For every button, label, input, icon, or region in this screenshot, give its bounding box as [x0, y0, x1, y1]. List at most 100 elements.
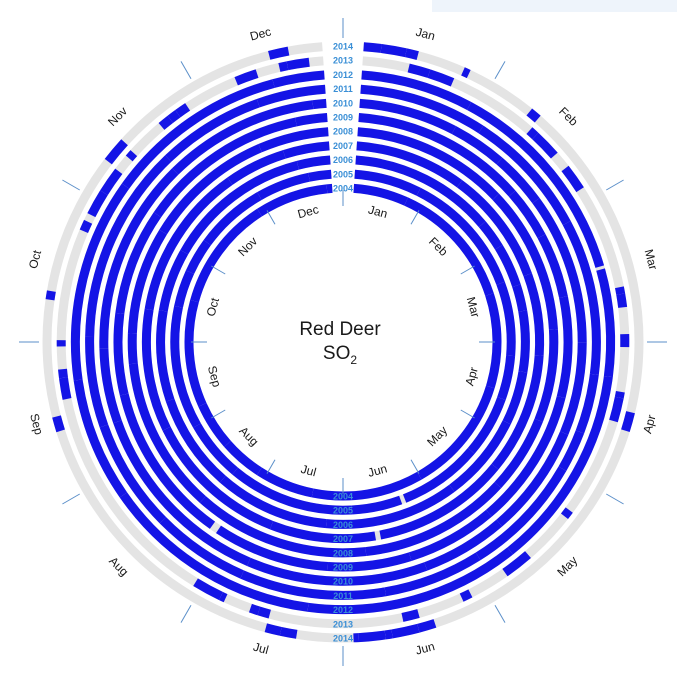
- data-segment-2006-6: [449, 420, 511, 492]
- data-segment-2005-1: [416, 187, 505, 285]
- inner-month-tick-7: [266, 459, 276, 474]
- data-segment-2012-7: [70, 183, 130, 381]
- data-segment-2013-24: [125, 150, 138, 162]
- data-segment-2013-4: [561, 165, 584, 193]
- year-label-bottom-2005: 2005: [333, 506, 353, 516]
- year-label-top-2007: 2007: [333, 141, 353, 151]
- data-segment-2010-10: [99, 168, 179, 349]
- data-segment-2005-9: [170, 305, 201, 428]
- data-segment-2014-9: [358, 630, 386, 643]
- outer-month-tick-2: [606, 179, 624, 191]
- data-segment-2005-5: [402, 447, 475, 503]
- inner-month-label-feb: Feb: [426, 234, 451, 259]
- data-segment-2010-0: [359, 98, 456, 135]
- year-label-top-2004: 2004: [333, 184, 353, 194]
- data-segment-2014-13: [52, 415, 65, 433]
- outer-month-tick-4: [606, 493, 624, 505]
- data-segment-2012-1: [467, 102, 605, 268]
- data-segment-2011-2: [562, 220, 601, 375]
- data-segment-2008-4: [365, 481, 502, 557]
- data-segment-2014-5: [621, 411, 635, 433]
- chart-title: Red Deer SO2: [250, 318, 430, 372]
- outer-month-label-feb: Feb: [556, 104, 581, 129]
- year-label-top-2009: 2009: [333, 113, 353, 123]
- data-segment-2004-2: [485, 293, 502, 389]
- data-segment-2004-9: [190, 208, 263, 303]
- year-label-top-2008: 2008: [333, 127, 353, 137]
- data-segment-2013-9: [609, 396, 624, 423]
- data-segment-2013-8: [614, 390, 625, 399]
- data-segment-2012-0: [361, 70, 472, 110]
- data-segment-2010-7: [247, 557, 428, 586]
- data-segment-2008-8: [127, 229, 167, 334]
- data-segment-2013-15: [248, 603, 261, 616]
- data-segment-2005-12: [203, 192, 262, 246]
- data-segment-2004-5: [256, 467, 314, 498]
- data-segment-2011-1: [478, 125, 571, 226]
- data-segment-2011-12: [165, 98, 260, 162]
- data-segment-2013-22: [87, 190, 108, 218]
- data-segment-2009-2: [537, 234, 568, 298]
- data-segment-2013-11: [502, 551, 531, 577]
- data-segment-2005-13: [257, 172, 311, 201]
- data-segment-2011-4: [558, 430, 585, 472]
- outer-month-tick-10: [62, 179, 80, 191]
- data-segment-2004-7: [198, 402, 231, 447]
- inner-month-tick-2: [460, 265, 475, 275]
- data-segment-2012-2: [596, 268, 616, 378]
- data-segment-2008-7: [127, 333, 138, 365]
- data-segment-2005-7: [232, 467, 353, 515]
- data-segment-2007-1: [456, 180, 532, 277]
- data-segment-2008-1: [492, 193, 558, 330]
- data-segment-2013-16: [219, 591, 228, 603]
- year-label-top-2013: 2013: [333, 56, 353, 66]
- data-segment-2013-13: [401, 609, 420, 622]
- data-segment-2005-10: [174, 270, 195, 308]
- data-segment-2010-4: [560, 342, 587, 435]
- data-segment-2010-2: [496, 157, 540, 204]
- data-segment-2007-3: [491, 355, 544, 470]
- data-segment-2009-5: [408, 509, 492, 562]
- inner-month-label-jan: Jan: [367, 202, 389, 221]
- inner-month-label-dec: Dec: [296, 202, 320, 221]
- data-segment-2006-4: [518, 310, 530, 373]
- inner-month-label-aug: Aug: [236, 424, 261, 449]
- data-segment-2013-29: [278, 61, 289, 72]
- year-label-bottom-2004: 2004: [333, 492, 353, 502]
- data-segment-2011-0: [360, 84, 484, 134]
- data-segment-2004-6: [224, 440, 262, 476]
- data-segment-2014-12: [264, 623, 282, 636]
- year-label-top-2005: 2005: [333, 169, 353, 179]
- data-segment-2014-0: [363, 42, 382, 53]
- data-segment-2011-9: [99, 424, 167, 524]
- data-segment-2012-3: [507, 375, 613, 555]
- data-segment-2014-3: [461, 67, 471, 79]
- data-segment-2006-8: [219, 475, 327, 529]
- data-segment-2009-4: [486, 395, 566, 517]
- outer-month-label-oct: Oct: [26, 248, 45, 270]
- year-label-bottom-2010: 2010: [333, 577, 353, 587]
- data-segment-2004-0: [353, 183, 408, 206]
- data-segment-2010-5: [496, 431, 569, 527]
- data-segment-2010-1: [451, 126, 503, 165]
- data-segment-2007-2: [523, 273, 545, 356]
- data-segment-2009-3: [556, 296, 573, 399]
- data-segment-2013-1: [427, 69, 455, 87]
- data-segment-2007-6: [162, 426, 274, 530]
- data-segment-2007-8: [144, 177, 233, 311]
- data-segment-2009-9: [113, 312, 129, 396]
- data-segment-2010-9: [99, 348, 122, 424]
- data-segment-2013-14: [257, 606, 271, 619]
- year-label-bottom-2011: 2011: [333, 591, 353, 601]
- data-segment-2013-30: [286, 57, 310, 71]
- year-label-bottom-2013: 2013: [333, 619, 353, 629]
- data-segment-2013-18: [59, 377, 72, 400]
- data-segment-2005-3: [497, 355, 516, 400]
- data-segment-2013-10: [560, 507, 573, 520]
- outer-month-label-sep: Sep: [27, 412, 46, 437]
- data-segment-2011-6: [384, 552, 481, 597]
- data-segment-2013-25: [158, 115, 174, 130]
- data-segment-2007-0: [356, 141, 463, 188]
- data-segment-2013-27: [175, 103, 191, 118]
- data-segment-2009-1: [508, 190, 546, 239]
